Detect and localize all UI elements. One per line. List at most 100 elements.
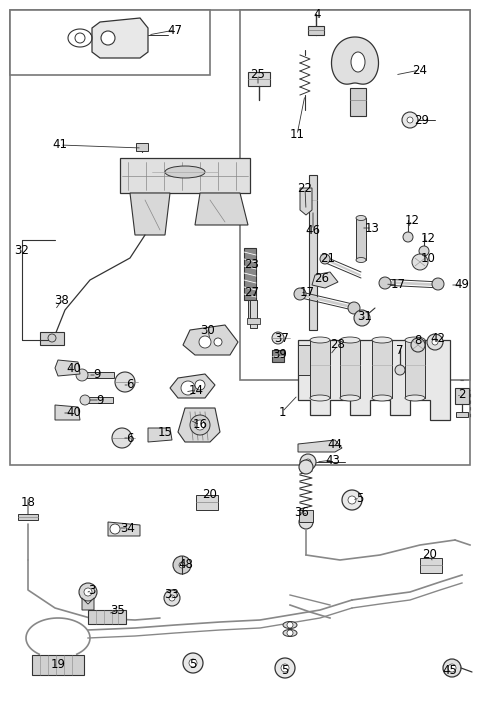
Text: 21: 21 bbox=[321, 251, 336, 264]
Circle shape bbox=[173, 556, 191, 574]
Text: 19: 19 bbox=[50, 659, 65, 671]
Circle shape bbox=[272, 332, 284, 344]
Text: 17: 17 bbox=[300, 285, 314, 298]
Bar bbox=[350, 88, 366, 116]
Ellipse shape bbox=[283, 630, 297, 636]
Text: 44: 44 bbox=[327, 438, 343, 451]
Text: 17: 17 bbox=[391, 279, 406, 291]
Circle shape bbox=[169, 595, 175, 601]
Ellipse shape bbox=[310, 395, 330, 401]
Text: 31: 31 bbox=[358, 309, 372, 323]
Circle shape bbox=[300, 454, 316, 470]
Text: 24: 24 bbox=[412, 63, 428, 76]
Text: 38: 38 bbox=[55, 293, 70, 306]
Text: 9: 9 bbox=[96, 394, 104, 406]
Circle shape bbox=[379, 277, 391, 289]
Circle shape bbox=[299, 515, 313, 529]
Ellipse shape bbox=[165, 166, 205, 178]
Text: 28: 28 bbox=[331, 339, 346, 352]
Text: 8: 8 bbox=[414, 333, 422, 347]
Circle shape bbox=[101, 31, 115, 45]
Ellipse shape bbox=[372, 395, 392, 401]
Circle shape bbox=[320, 254, 330, 264]
Circle shape bbox=[281, 664, 289, 672]
Bar bbox=[196, 495, 218, 510]
Circle shape bbox=[395, 365, 405, 375]
Text: 6: 6 bbox=[126, 379, 134, 392]
Bar bbox=[10, 10, 470, 465]
Circle shape bbox=[412, 254, 428, 270]
Bar bbox=[40, 332, 64, 345]
Text: 48: 48 bbox=[179, 558, 193, 571]
Bar bbox=[420, 558, 442, 573]
Text: 7: 7 bbox=[396, 344, 404, 357]
Polygon shape bbox=[55, 405, 80, 420]
Bar bbox=[244, 248, 256, 300]
Polygon shape bbox=[183, 325, 238, 355]
Text: 37: 37 bbox=[275, 331, 289, 344]
Polygon shape bbox=[332, 37, 379, 84]
Text: 6: 6 bbox=[126, 432, 134, 445]
Text: 27: 27 bbox=[244, 285, 260, 298]
Bar bbox=[247, 318, 260, 324]
Bar bbox=[356, 218, 366, 260]
Text: 20: 20 bbox=[203, 488, 217, 502]
Text: 46: 46 bbox=[305, 223, 321, 237]
Circle shape bbox=[183, 653, 203, 673]
Text: 18: 18 bbox=[21, 496, 36, 508]
Text: 12: 12 bbox=[405, 213, 420, 226]
Text: 47: 47 bbox=[168, 23, 182, 36]
Text: 13: 13 bbox=[365, 221, 379, 234]
Ellipse shape bbox=[405, 337, 425, 343]
Bar bbox=[299, 510, 313, 522]
Circle shape bbox=[305, 459, 311, 465]
Circle shape bbox=[80, 395, 90, 405]
Text: 35: 35 bbox=[110, 604, 125, 617]
Bar bbox=[272, 350, 284, 362]
Text: 29: 29 bbox=[415, 114, 430, 127]
Circle shape bbox=[76, 369, 88, 381]
Text: 16: 16 bbox=[192, 419, 207, 432]
Bar bbox=[136, 143, 148, 151]
Circle shape bbox=[407, 117, 413, 123]
Circle shape bbox=[427, 334, 443, 350]
Text: 32: 32 bbox=[14, 243, 29, 256]
Polygon shape bbox=[108, 522, 140, 536]
Circle shape bbox=[79, 583, 97, 601]
Polygon shape bbox=[148, 428, 172, 442]
Text: 5: 5 bbox=[189, 659, 197, 671]
Text: 20: 20 bbox=[422, 548, 437, 561]
Text: 5: 5 bbox=[356, 491, 364, 505]
Circle shape bbox=[214, 338, 222, 346]
Bar bbox=[10, 10, 210, 75]
Polygon shape bbox=[170, 374, 215, 398]
Text: 33: 33 bbox=[165, 588, 180, 601]
Polygon shape bbox=[298, 345, 310, 375]
Circle shape bbox=[348, 496, 356, 504]
Circle shape bbox=[419, 246, 429, 256]
Text: 5: 5 bbox=[281, 663, 288, 676]
Text: 49: 49 bbox=[455, 279, 469, 291]
Text: 45: 45 bbox=[443, 663, 457, 676]
Circle shape bbox=[432, 339, 438, 345]
Circle shape bbox=[48, 334, 56, 342]
Text: 34: 34 bbox=[120, 521, 135, 534]
Text: 23: 23 bbox=[245, 258, 259, 271]
Bar bbox=[88, 610, 126, 624]
Circle shape bbox=[402, 112, 418, 128]
Text: 12: 12 bbox=[420, 232, 435, 245]
Circle shape bbox=[403, 232, 413, 242]
Circle shape bbox=[84, 588, 92, 596]
Polygon shape bbox=[130, 193, 170, 235]
Polygon shape bbox=[55, 360, 80, 376]
Circle shape bbox=[443, 659, 461, 677]
Ellipse shape bbox=[283, 622, 297, 628]
Bar bbox=[309, 175, 317, 330]
Ellipse shape bbox=[405, 395, 425, 401]
Circle shape bbox=[411, 338, 425, 352]
Bar bbox=[455, 388, 469, 404]
Circle shape bbox=[275, 658, 295, 678]
Polygon shape bbox=[178, 408, 220, 442]
Polygon shape bbox=[300, 188, 312, 215]
Text: 11: 11 bbox=[289, 129, 304, 141]
